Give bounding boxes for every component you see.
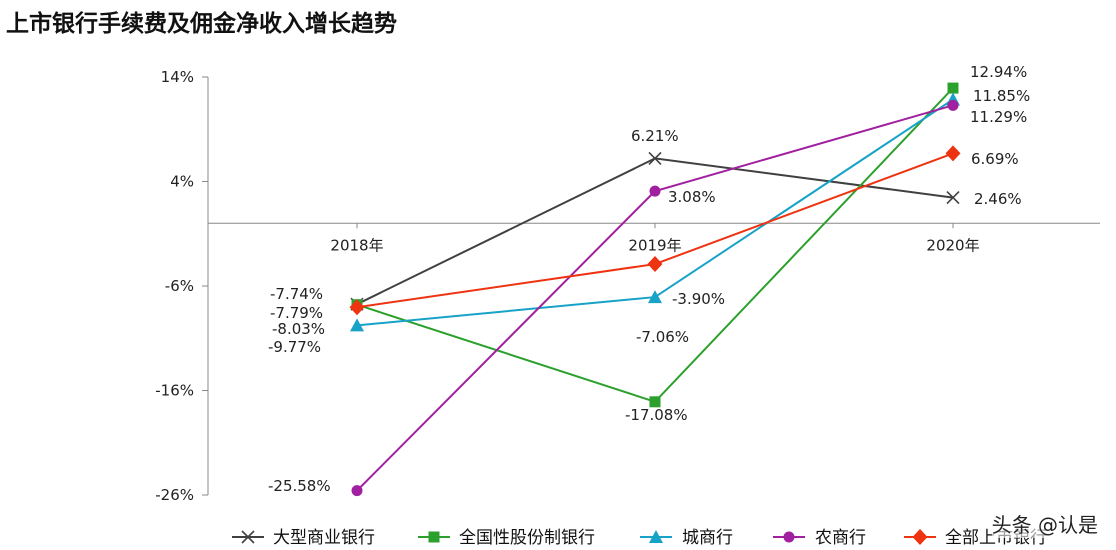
legend-label: 农商行 <box>815 528 866 548</box>
data-label-s0-0: -7.74% <box>270 285 323 303</box>
data-labels: -7.74% 6.21% 2.46% -7.79% -17.08% 12.94% -9.77… <box>268 63 1030 495</box>
data-label-s4-1: -7.06% <box>636 328 689 346</box>
data-label-s3-2: 11.29% <box>970 108 1027 126</box>
data-label-s1-1: -17.08% <box>625 406 688 424</box>
data-label-s0-1: 6.21% <box>631 127 679 145</box>
series-markers <box>349 82 961 497</box>
data-label-s4-0: -8.03% <box>272 320 325 338</box>
y-tick-label: 4% <box>170 173 194 191</box>
chart-title: 上市银行手续费及佣金净收入增长趋势 <box>6 11 397 37</box>
data-point-s4-2 <box>945 145 961 162</box>
legend-item-2: 城商行 <box>640 528 733 548</box>
series-line-0 <box>356 157 954 306</box>
legend-item-3: 农商行 <box>773 528 866 548</box>
data-point-s2-1 <box>648 290 662 304</box>
data-point-s2-0 <box>350 318 364 332</box>
x-tick-label: 2018年 <box>330 236 383 254</box>
data-label-s0-2: 2.46% <box>974 190 1022 208</box>
y-tick-label: -26% <box>155 486 194 504</box>
data-point-s0-2 <box>946 191 960 205</box>
chart-legend: 大型商业银行 全国性股份制银行 城商行 农商行 全部上市银行 <box>232 528 1047 548</box>
data-point-s1-2 <box>947 82 959 94</box>
y-tick-label: -6% <box>165 277 194 295</box>
y-tick-label: -16% <box>155 382 194 400</box>
x-tick-label: 2019年 <box>628 236 681 254</box>
legend-swatch-marker <box>649 530 663 543</box>
y-tick-label: 14% <box>161 68 194 86</box>
data-label-s2-1: -3.90% <box>672 290 725 308</box>
y-axis-ticks: 14% 4% -6% -16% -26% <box>155 68 208 504</box>
legend-item-0: 大型商业银行 <box>232 528 375 548</box>
data-label-s4-2: 6.69% <box>971 150 1019 168</box>
data-point-s0-1 <box>648 151 662 165</box>
legend-swatch-marker <box>428 531 440 543</box>
data-label-s2-2: 11.85% <box>973 87 1030 105</box>
data-point-s3-2 <box>947 99 959 111</box>
legend-swatch-marker <box>241 530 255 544</box>
data-label-s1-0: -7.79% <box>270 304 323 322</box>
legend-label: 全国性股份制银行 <box>459 528 595 548</box>
data-point-s3-1 <box>649 185 661 197</box>
data-point-s3-0 <box>351 485 363 497</box>
data-point-s1-1 <box>649 396 661 408</box>
legend-label: 大型商业银行 <box>273 528 375 548</box>
data-label-s3-0: -25.58% <box>268 477 331 495</box>
legend-swatch-marker <box>783 531 795 543</box>
data-point-s4-1 <box>647 256 663 273</box>
legend-label: 城商行 <box>682 528 733 548</box>
data-point-s4-0 <box>349 299 365 316</box>
series-line-4 <box>356 152 954 309</box>
data-label-s2-0: -9.77% <box>268 338 321 356</box>
data-label-s3-1: 3.08% <box>668 188 716 206</box>
watermark: 头条 @认是 <box>991 509 1098 538</box>
legend-swatch-marker <box>912 529 928 545</box>
legend-item-1: 全国性股份制银行 <box>418 528 595 548</box>
series-lines <box>356 87 954 492</box>
data-label-s1-2: 12.94% <box>970 63 1027 81</box>
x-axis-categories: 2018年 2019年 2020年 <box>330 223 980 254</box>
x-tick-label: 2020年 <box>926 236 979 254</box>
